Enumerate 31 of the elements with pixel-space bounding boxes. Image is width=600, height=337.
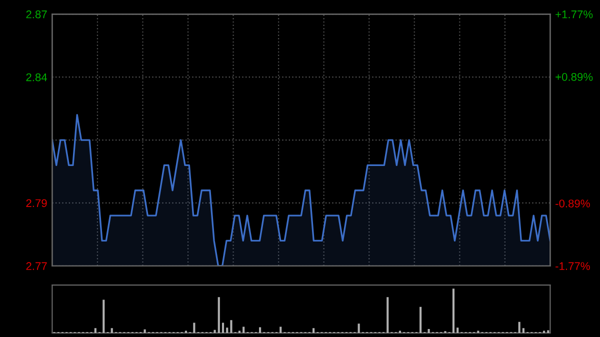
bar: [193, 322, 196, 333]
bar: [94, 328, 96, 333]
bar: [456, 328, 459, 333]
bar: [522, 328, 524, 333]
bar: [280, 326, 282, 333]
y2-tick-label: +1.77%: [556, 10, 593, 18]
bar: [312, 328, 315, 333]
bar: [214, 330, 216, 333]
bar: [386, 297, 389, 333]
bar: [547, 330, 550, 333]
bar: [452, 288, 455, 333]
y2-tick-label: -1.77%: [556, 262, 590, 270]
y-tick-label: 2.77: [26, 262, 47, 270]
y-tick-label: 2.79: [26, 199, 47, 208]
bar: [259, 327, 262, 333]
bar: [428, 328, 430, 333]
bar: [102, 300, 105, 333]
bar: [226, 328, 228, 333]
bar: [222, 322, 224, 333]
bar: [420, 306, 422, 333]
bar: [110, 328, 113, 333]
bar: [230, 320, 232, 333]
bar: [242, 326, 245, 333]
bar: [518, 322, 520, 333]
y-tick-label: 2.87: [26, 10, 47, 18]
y-tick-label: 2.84: [26, 73, 48, 82]
y2-tick-label: -0.89%: [556, 200, 590, 208]
y2-tick-label: +0.89%: [556, 73, 593, 81]
bar: [218, 297, 220, 333]
bar: [144, 329, 146, 333]
bar: [358, 324, 360, 333]
